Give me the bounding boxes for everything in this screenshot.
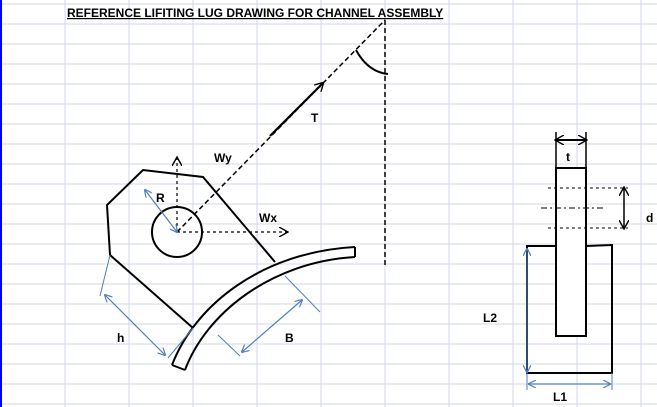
label-T: T: [311, 111, 319, 125]
label-B: B: [285, 331, 294, 345]
channel-end-bottom: [172, 365, 185, 370]
h-extension-bottom: [168, 328, 193, 358]
tension-arrow: [270, 83, 323, 136]
label-Wx: Wx: [259, 211, 277, 225]
channel-inner-arc: [185, 257, 355, 370]
label-L2: L2: [483, 311, 497, 325]
h-extension-top: [100, 255, 110, 296]
sling-angle-arc: [356, 50, 388, 74]
drawing-title: REFERENCE LIFITING LUG DRAWING FOR CHANN…: [67, 6, 443, 20]
b-extension-bottom: [218, 335, 240, 356]
label-d: d: [646, 211, 653, 225]
label-t: t: [566, 150, 570, 164]
label-L1: L1: [553, 390, 567, 404]
h-dimension: [105, 295, 165, 355]
label-Wy: Wy: [214, 151, 232, 165]
b-extension-top: [285, 276, 320, 312]
label-h: h: [117, 331, 124, 345]
label-R: R: [156, 191, 165, 205]
channel-outer-arc: [172, 247, 355, 365]
side-lug: [556, 168, 586, 336]
